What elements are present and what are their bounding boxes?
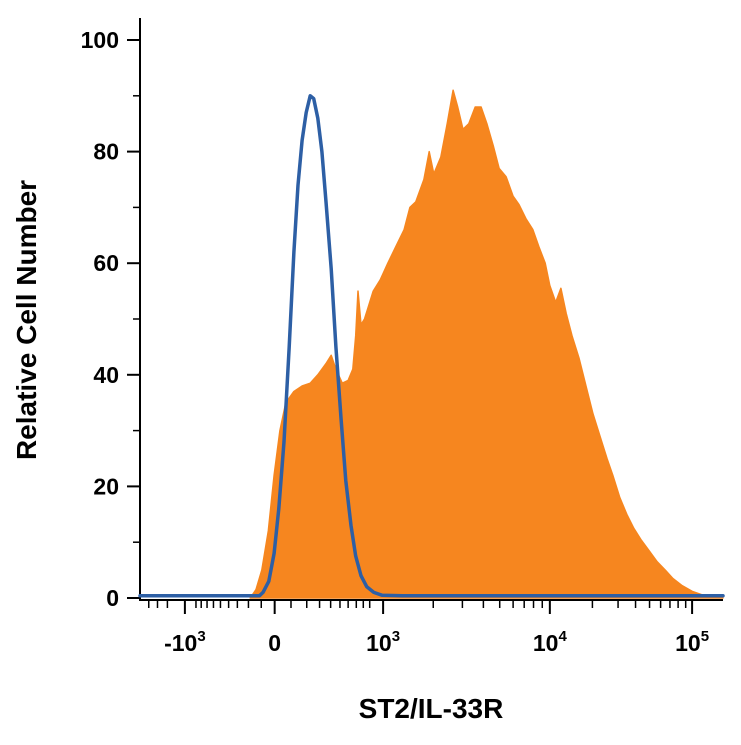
x-tick-label: -103	[164, 628, 206, 656]
filled-series-layer	[249, 89, 724, 599]
y-tick-label: 20	[93, 473, 119, 499]
orange_filled_histogram_stained	[249, 89, 724, 599]
y-tick-label: 80	[93, 139, 119, 165]
y-tick-label: 100	[81, 27, 119, 53]
line-series-layer	[138, 94, 725, 598]
y-tick-label: 60	[93, 250, 119, 276]
y-tick-label: 40	[93, 362, 119, 388]
axes-layer: 0 20 40 60 80 100 -103 0 103 104 105	[81, 18, 723, 656]
x-axis-label: ST2/IL-33R	[359, 693, 504, 724]
x-tick-label: 103	[366, 628, 400, 656]
y-tick-label: 0	[106, 585, 119, 611]
x-tick-label: 0	[268, 630, 281, 656]
x-tick-label: 104	[533, 628, 568, 656]
blue_open_histogram_control	[138, 94, 725, 598]
x-tick-label: 105	[675, 628, 709, 656]
y-axis-label: Relative Cell Number	[11, 180, 42, 460]
